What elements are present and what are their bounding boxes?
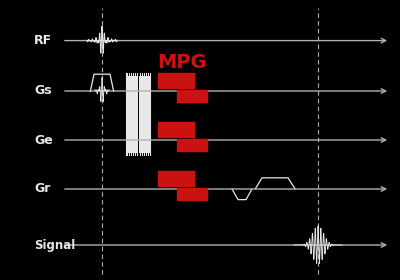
Text: Gr: Gr	[34, 183, 50, 195]
Bar	[177, 139, 207, 151]
Text: Ge: Ge	[34, 134, 53, 146]
Bar	[158, 122, 194, 137]
Text: MPG: MPG	[157, 53, 207, 73]
Text: Gs: Gs	[34, 85, 52, 97]
Bar	[158, 171, 194, 186]
Bar	[177, 90, 207, 102]
Text: Signal: Signal	[34, 239, 75, 251]
Bar	[158, 73, 194, 88]
Bar	[177, 188, 207, 200]
Text: RF: RF	[34, 34, 52, 47]
